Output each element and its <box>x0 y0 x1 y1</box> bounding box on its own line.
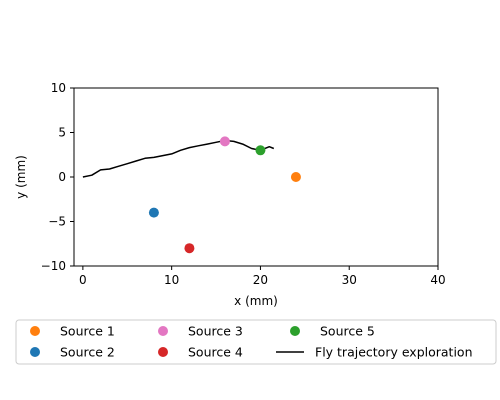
legend-label: Source 3 <box>188 324 243 339</box>
source-5-point <box>255 145 266 156</box>
legend-label: Fly trajectory exploration <box>315 345 473 360</box>
legend-items: Source 1 Source 2 Source 3 Source 4 Source 5… <box>30 324 473 360</box>
source-4-point <box>184 243 195 254</box>
y-tick-label: 0 <box>58 170 66 184</box>
legend-marker <box>30 347 40 357</box>
x-tick-label: 20 <box>253 273 268 287</box>
legend-label: Source 5 <box>320 324 375 339</box>
axis-ticks: 0 10 20 30 40 10 5 0 −5 −10 <box>41 81 446 287</box>
y-tick-label: −5 <box>48 215 66 229</box>
x-tick-label: 40 <box>430 273 445 287</box>
trajectory-line <box>82 139 275 178</box>
source-2-point <box>148 207 159 218</box>
x-axis-label: x (mm) <box>234 294 278 308</box>
plot-content <box>82 136 301 254</box>
source-3-point <box>219 136 230 147</box>
x-tick-label: 30 <box>342 273 357 287</box>
x-tick-label: 0 <box>79 273 87 287</box>
legend-marker <box>158 326 168 336</box>
legend-marker <box>158 347 168 357</box>
plot-area <box>73 87 439 267</box>
legend-box <box>15 319 497 365</box>
legend-label: Source 4 <box>188 345 243 360</box>
x-tick-label: 10 <box>164 273 179 287</box>
legend-label: Source 2 <box>60 345 115 360</box>
legend-marker <box>30 326 40 336</box>
y-tick-label: 10 <box>51 81 66 95</box>
y-tick-label: −10 <box>41 259 66 273</box>
legend-marker <box>290 326 300 336</box>
legend: Source 1 Source 2 Source 3 Source 4 Source 5… <box>15 319 497 365</box>
y-tick-label: 5 <box>58 126 66 140</box>
legend-label: Source 1 <box>60 324 115 339</box>
source-1-point <box>290 172 301 182</box>
y-axis-label: y (mm) <box>14 155 28 199</box>
